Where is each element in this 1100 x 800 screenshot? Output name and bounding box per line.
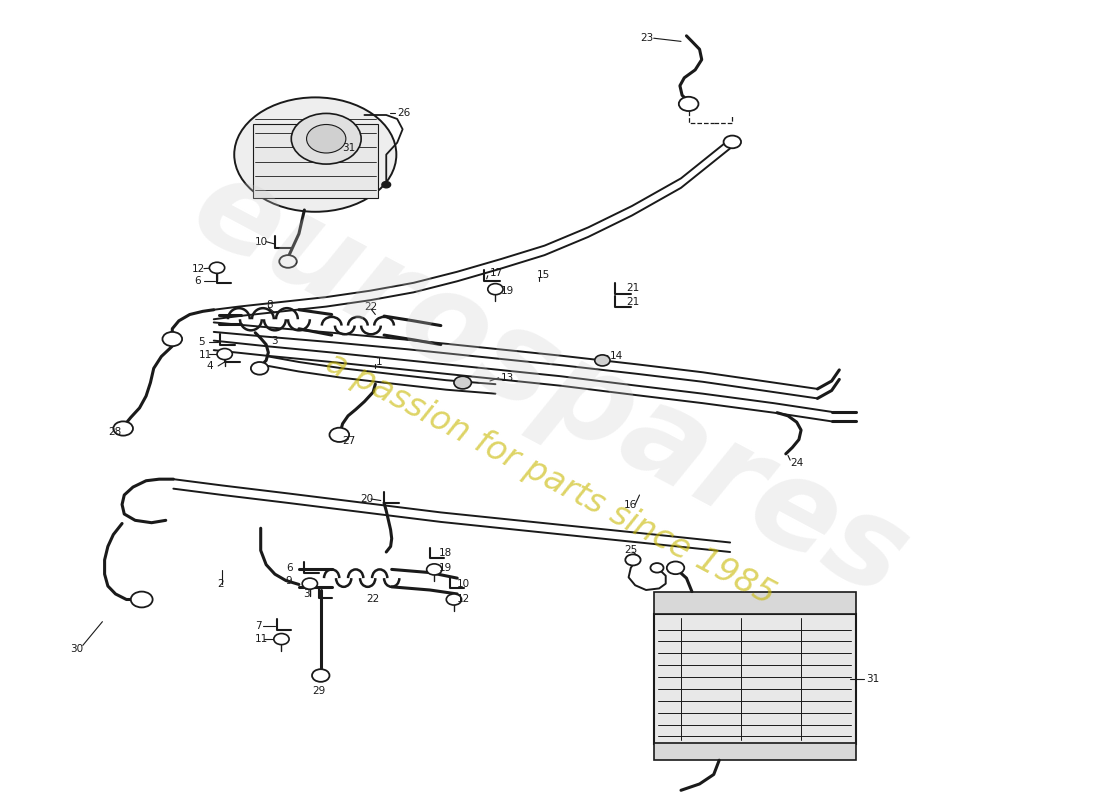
Circle shape (625, 554, 640, 566)
Circle shape (209, 262, 224, 274)
Text: 15: 15 (537, 270, 550, 280)
Text: 21: 21 (626, 297, 640, 307)
Text: 28: 28 (108, 426, 121, 437)
Text: 12: 12 (191, 263, 206, 274)
Ellipse shape (234, 98, 396, 212)
Bar (653, 614, 856, 744)
Circle shape (217, 349, 232, 360)
Bar (653, 742, 856, 760)
Bar (653, 591, 856, 614)
Circle shape (650, 563, 663, 573)
Circle shape (292, 114, 361, 164)
Circle shape (312, 669, 330, 682)
Text: 18: 18 (439, 548, 452, 558)
Text: 9: 9 (286, 575, 293, 586)
Text: 2: 2 (217, 578, 223, 589)
Circle shape (487, 284, 503, 294)
Text: 5: 5 (198, 338, 205, 347)
Circle shape (667, 562, 684, 574)
Text: eurospares: eurospares (173, 146, 927, 623)
Text: 1: 1 (375, 357, 382, 367)
Text: 24: 24 (790, 458, 803, 468)
Text: 25: 25 (624, 546, 638, 555)
Text: 22: 22 (364, 302, 377, 311)
Text: 14: 14 (610, 350, 624, 361)
Circle shape (113, 422, 133, 436)
Text: 19: 19 (439, 563, 452, 573)
Circle shape (302, 578, 318, 590)
Text: 7: 7 (255, 621, 262, 630)
Circle shape (251, 362, 268, 374)
Text: 30: 30 (69, 644, 82, 654)
Text: 10: 10 (255, 237, 268, 246)
Text: 3: 3 (304, 589, 310, 599)
Text: 31: 31 (867, 674, 880, 684)
Circle shape (307, 125, 345, 153)
Text: a passion for parts since 1985: a passion for parts since 1985 (320, 346, 780, 612)
Circle shape (427, 564, 442, 575)
Circle shape (595, 355, 610, 366)
Text: 22: 22 (366, 594, 379, 605)
Circle shape (163, 332, 183, 346)
Text: 31: 31 (342, 143, 355, 154)
Circle shape (447, 594, 462, 605)
Circle shape (330, 428, 349, 442)
Text: 6: 6 (194, 276, 200, 286)
Text: 27: 27 (342, 436, 355, 446)
Circle shape (131, 591, 153, 607)
Circle shape (279, 255, 297, 268)
Text: 11: 11 (255, 634, 268, 644)
Text: 13: 13 (500, 373, 514, 383)
Circle shape (724, 135, 741, 148)
Text: 6: 6 (286, 563, 293, 573)
Text: 12: 12 (458, 594, 471, 605)
Text: 3: 3 (272, 336, 278, 346)
Circle shape (679, 97, 699, 111)
Circle shape (454, 376, 472, 389)
Text: 26: 26 (397, 109, 410, 118)
Text: 17: 17 (490, 268, 503, 278)
Text: 11: 11 (198, 350, 211, 360)
Text: 19: 19 (500, 286, 514, 296)
Circle shape (274, 634, 289, 645)
Text: 29: 29 (312, 686, 326, 696)
Text: 8: 8 (266, 300, 273, 310)
Text: 4: 4 (206, 361, 212, 371)
Bar (253, 124, 378, 198)
Text: 20: 20 (360, 494, 373, 504)
Circle shape (382, 182, 390, 188)
Text: 16: 16 (624, 499, 638, 510)
Text: 23: 23 (640, 34, 653, 43)
Text: 10: 10 (458, 579, 471, 590)
Text: 21: 21 (626, 282, 640, 293)
